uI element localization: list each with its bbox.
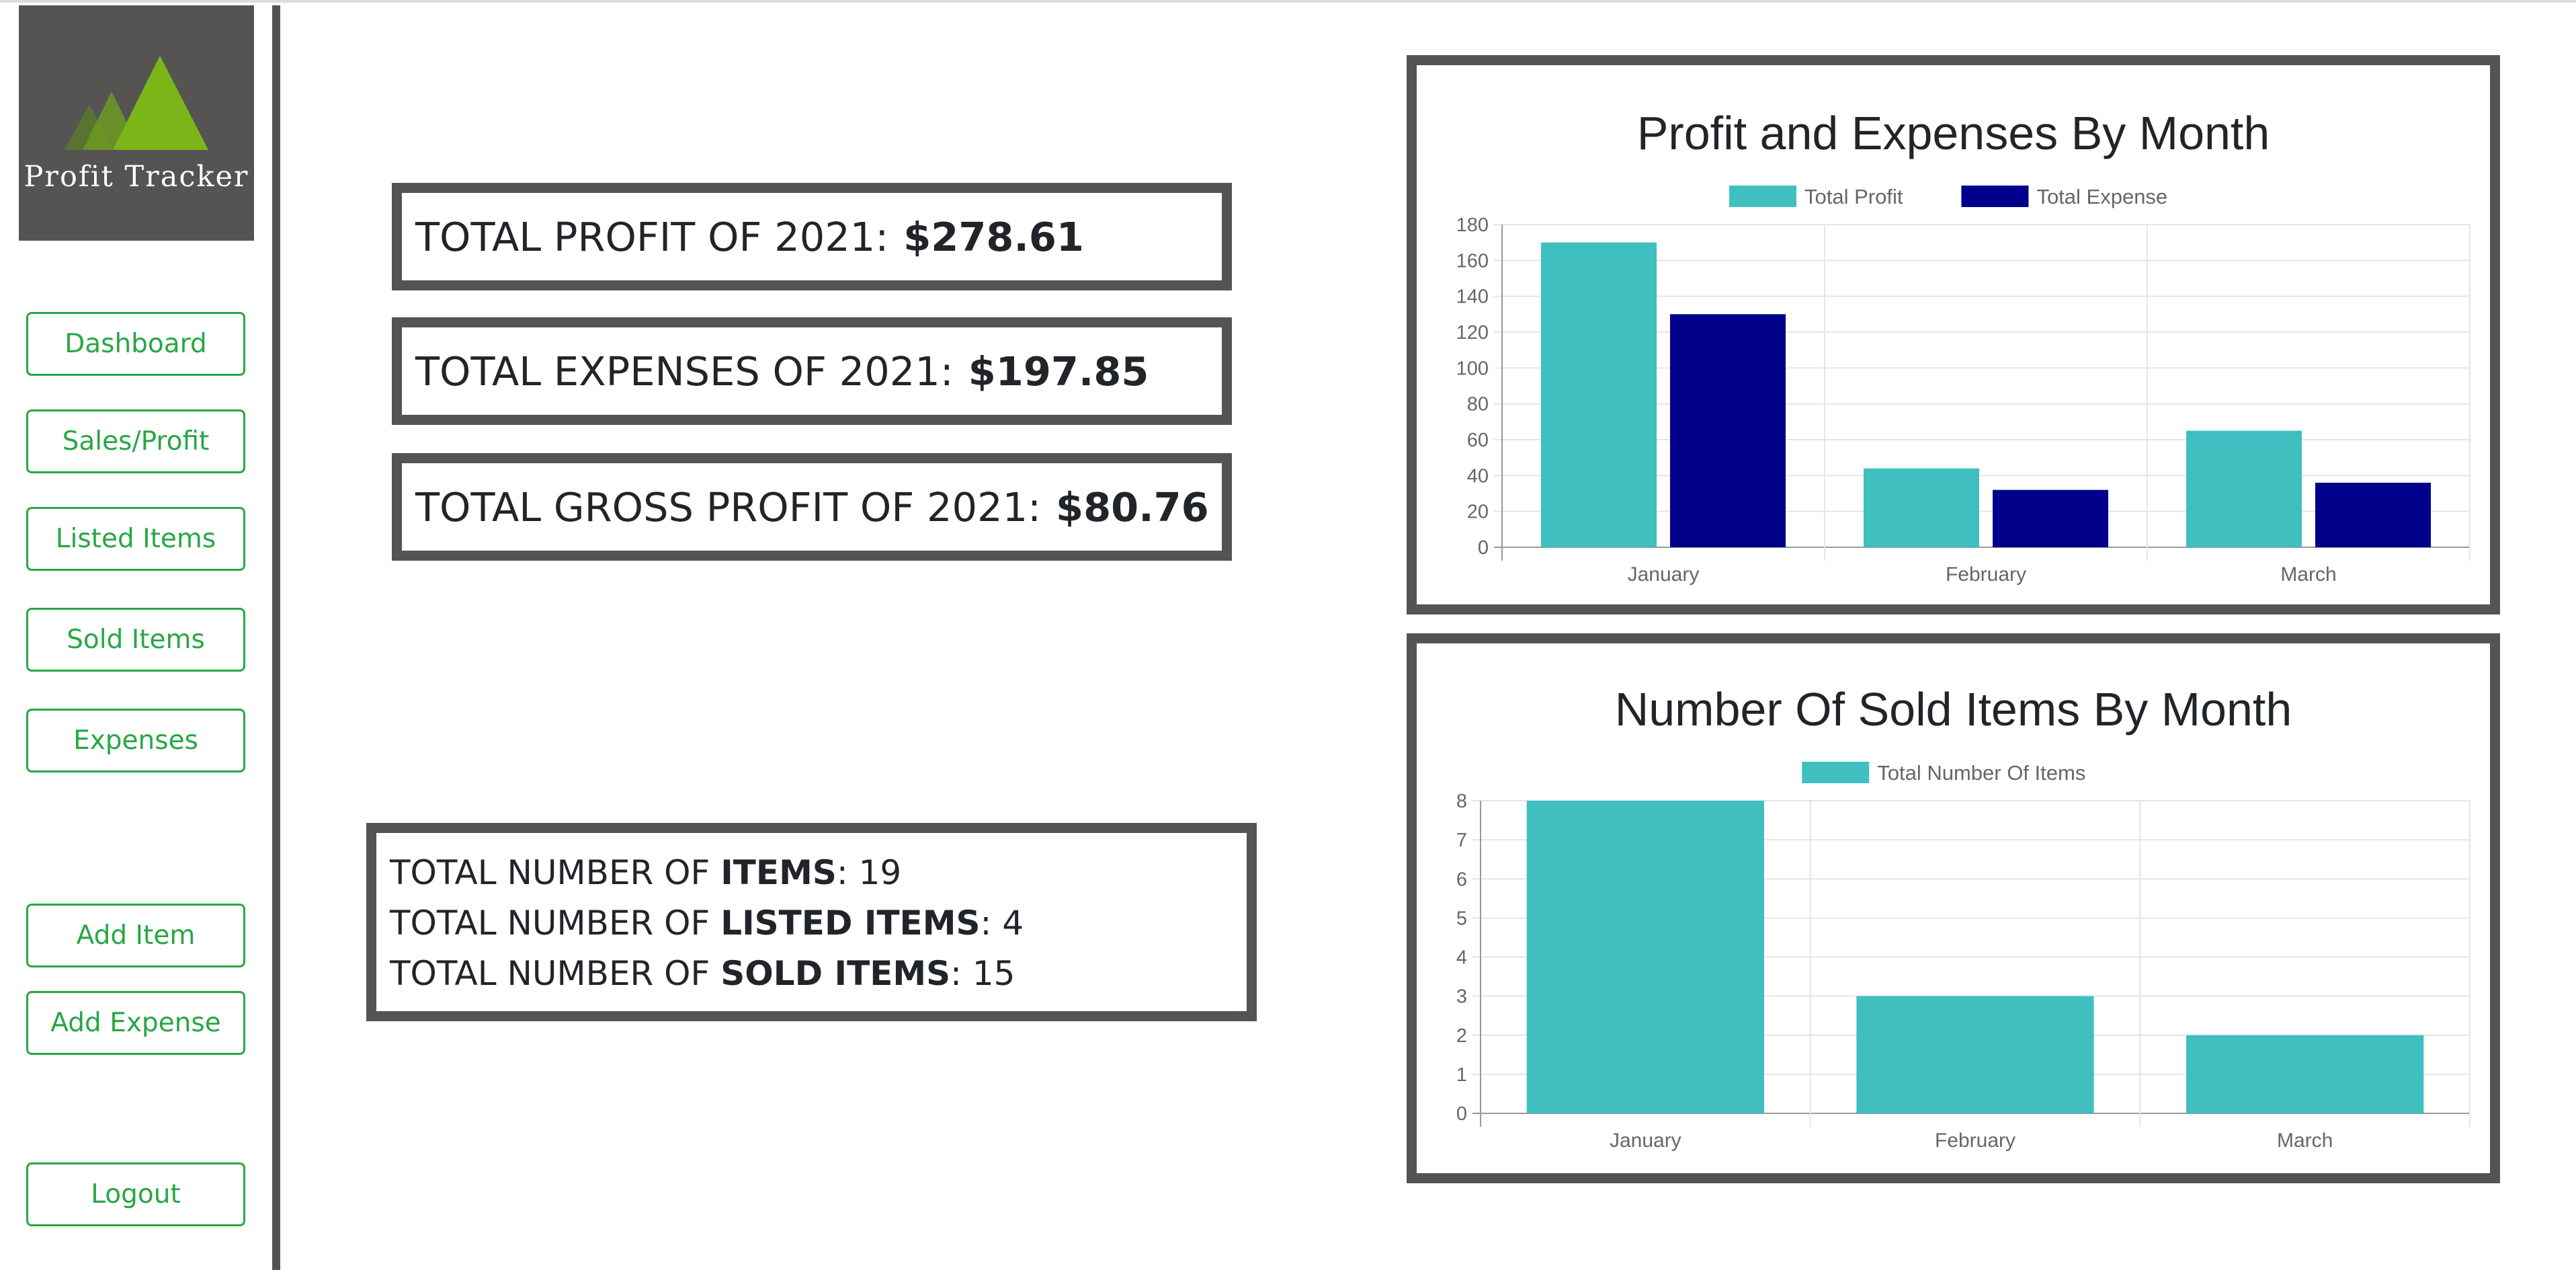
y-tick-label: 180 — [1456, 214, 1489, 236]
chart-bar — [1864, 468, 1979, 547]
total-expenses-value: $197.85 — [968, 348, 1149, 395]
legend-swatch — [1961, 186, 2029, 207]
chart-title: Number Of Sold Items By Month — [1615, 683, 2292, 736]
profit-expenses-chart-panel: Profit and Expenses By Month Total Profit… — [1407, 55, 2500, 614]
chart-bar — [1993, 489, 2108, 547]
x-tick-label: February — [1946, 563, 2026, 586]
total-gross-profit-box: TOTAL GROSS PROFIT OF 2021: $80.76 — [392, 453, 1232, 561]
chart-bar — [2315, 483, 2431, 547]
listed-items-line: TOTAL NUMBER OF LISTED ITEMS: 4 — [390, 898, 1247, 949]
sold-items-chart: Number Of Sold Items By Month Total Numbe… — [1456, 683, 2470, 1152]
total-gross-profit-label: TOTAL GROSS PROFIT OF 2021: — [415, 483, 1042, 530]
chart-title: Profit and Expenses By Month — [1637, 107, 2270, 159]
legend-swatch — [1729, 186, 1796, 207]
nav-sales-profit-button[interactable]: Sales/Profit — [26, 409, 245, 473]
logout-button[interactable]: Logout — [26, 1162, 245, 1226]
item-counts-box: TOTAL NUMBER OF ITEMS: 19 TOTAL NUMBER O… — [366, 823, 1257, 1021]
y-tick-label: 120 — [1456, 322, 1489, 344]
nav-expenses-button[interactable]: Expenses — [26, 709, 245, 772]
total-expenses-box: TOTAL EXPENSES OF 2021: $197.85 — [392, 317, 1232, 425]
sold-items-value: : 15 — [950, 954, 1015, 993]
nav-dashboard-button[interactable]: Dashboard — [26, 312, 245, 376]
x-tick-label: January — [1628, 563, 1700, 586]
y-tick-label: 2 — [1456, 1025, 1467, 1047]
y-tick-label: 3 — [1456, 986, 1467, 1008]
add-expense-button[interactable]: Add Expense — [26, 991, 245, 1055]
x-tick-label: January — [1610, 1129, 1681, 1152]
total-expenses-label: TOTAL EXPENSES OF 2021: — [415, 348, 954, 395]
items-value: : 19 — [836, 853, 902, 892]
chart-bar — [2186, 1035, 2424, 1113]
logo[interactable]: Profit Tracker — [19, 5, 254, 241]
nav-sold-items-button[interactable]: Sold Items — [26, 608, 245, 672]
chart-bar — [1856, 996, 2094, 1113]
listed-items-value: : 4 — [980, 904, 1024, 943]
y-tick-label: 160 — [1456, 250, 1489, 272]
chart-bar — [1541, 242, 1657, 547]
y-tick-label: 140 — [1456, 286, 1489, 308]
y-tick-label: 0 — [1456, 1103, 1467, 1125]
total-profit-label: TOTAL PROFIT OF 2021: — [415, 213, 889, 260]
y-tick-label: 60 — [1467, 430, 1489, 451]
y-tick-label: 40 — [1467, 465, 1489, 487]
legend-label: Total Expense — [2036, 185, 2167, 208]
y-tick-label: 1 — [1456, 1064, 1467, 1086]
y-tick-label: 6 — [1456, 869, 1467, 890]
total-gross-profit-value: $80.76 — [1056, 483, 1209, 530]
y-tick-label: 4 — [1456, 947, 1467, 969]
total-items-line: TOTAL NUMBER OF ITEMS: 19 — [390, 848, 1247, 898]
items-label: ITEMS — [720, 853, 837, 892]
y-tick-label: 0 — [1478, 537, 1489, 559]
x-tick-label: March — [2277, 1129, 2333, 1152]
chart-bar — [1526, 801, 1764, 1113]
sold-items-line: TOTAL NUMBER OF SOLD ITEMS: 15 — [390, 949, 1247, 999]
y-tick-label: 7 — [1456, 830, 1467, 851]
logo-text: Profit Tracker — [24, 160, 249, 194]
nav-listed-items-button[interactable]: Listed Items — [26, 507, 245, 571]
legend-label: Total Profit — [1804, 185, 1903, 208]
y-tick-label: 20 — [1467, 502, 1489, 523]
y-tick-label: 8 — [1456, 791, 1467, 812]
legend-swatch — [1802, 762, 1870, 783]
legend-label: Total Number Of Items — [1877, 761, 2085, 785]
listed-items-label: LISTED ITEMS — [720, 904, 981, 943]
y-tick-label: 80 — [1467, 394, 1489, 415]
add-item-button[interactable]: Add Item — [26, 904, 245, 967]
y-tick-label: 100 — [1456, 358, 1489, 379]
sold-items-label: SOLD ITEMS — [720, 954, 951, 993]
count-prefix: TOTAL NUMBER OF — [390, 853, 710, 892]
x-tick-label: March — [2280, 563, 2336, 586]
sold-items-chart-panel: Number Of Sold Items By Month Total Numbe… — [1407, 633, 2500, 1183]
total-profit-box: TOTAL PROFIT OF 2021: $278.61 — [392, 183, 1232, 290]
chart-bar — [1670, 314, 1786, 547]
y-tick-label: 5 — [1456, 908, 1467, 929]
mountain-logo-icon — [65, 56, 208, 150]
total-profit-value: $278.61 — [903, 213, 1084, 260]
chart-bar — [2186, 430, 2302, 547]
count-prefix: TOTAL NUMBER OF — [390, 904, 710, 943]
sidebar-divider — [272, 5, 280, 1270]
profit-expenses-chart: Profit and Expenses By Month Total Profit… — [1456, 107, 2470, 586]
count-prefix: TOTAL NUMBER OF — [390, 954, 710, 993]
x-tick-label: February — [1935, 1129, 2016, 1152]
